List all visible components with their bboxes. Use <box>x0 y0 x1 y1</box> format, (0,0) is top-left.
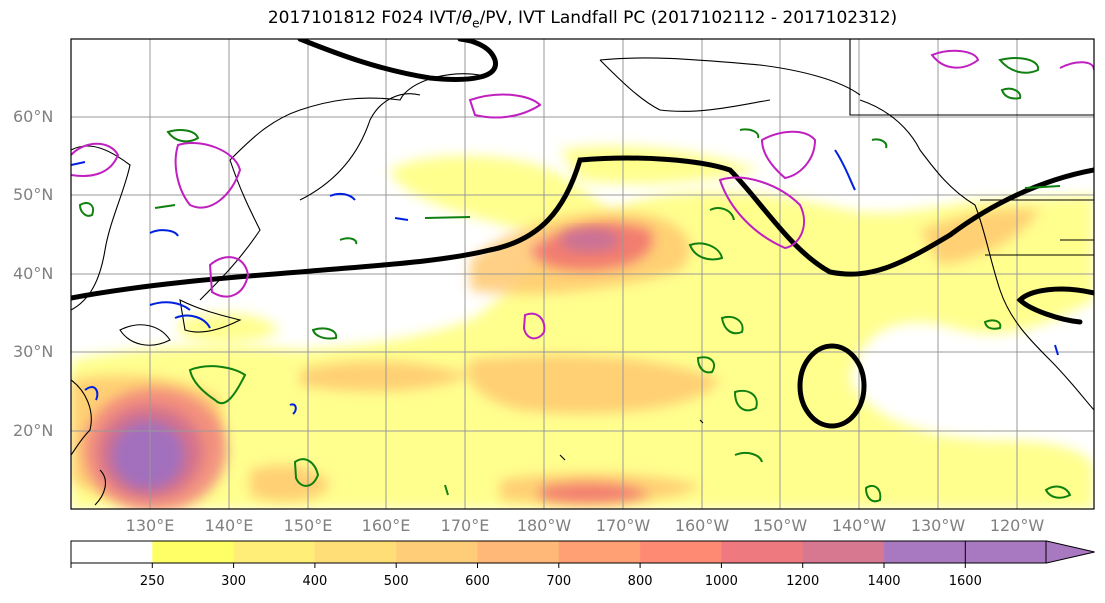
colorbar-tick-label: 700 <box>546 574 572 589</box>
coastlines <box>71 39 1094 506</box>
colorbar-segment <box>152 541 235 563</box>
lon-label: 150°E <box>283 516 333 535</box>
gridlines <box>71 39 1094 509</box>
theta-e-contours <box>71 149 1059 415</box>
colorbar-extend-arrow <box>964 540 1095 564</box>
colorbar-segments <box>71 540 1095 564</box>
colorbar-segment <box>233 541 316 563</box>
colorbar-segment <box>477 541 560 563</box>
colorbar-tick-label: 1400 <box>867 574 901 589</box>
colorbar-segment <box>558 541 641 563</box>
lon-label: 130°W <box>910 516 966 535</box>
lon-label: 140°W <box>831 516 887 535</box>
lon-label: 130°E <box>125 516 175 535</box>
lon-label: 120°W <box>989 516 1045 535</box>
colorbar-tick-label: 300 <box>221 574 247 589</box>
lat-label: 60°N <box>13 107 54 126</box>
colorbar-segment <box>884 541 966 563</box>
colorbar-tick-label: 800 <box>627 574 653 589</box>
lat-label: 50°N <box>13 185 54 204</box>
lat-label: 20°N <box>13 421 54 440</box>
colorbar-segment <box>396 541 478 563</box>
lat-label: 40°N <box>13 264 54 283</box>
pv-contours <box>71 49 1094 340</box>
lon-label: 180°W <box>516 516 572 535</box>
lon-label: 170°W <box>595 516 651 535</box>
colorbar-segment <box>802 541 885 563</box>
colorbar-segment <box>71 541 153 563</box>
colorbar-segment <box>721 541 804 563</box>
map-title: 2017101812 F024 IVT/θe/PV, IVT Landfall … <box>267 8 898 31</box>
colorbar-tick-label: 250 <box>139 574 165 589</box>
colorbar-tick-label: 1000 <box>704 574 738 589</box>
colorbar-tick-label: 400 <box>302 574 328 589</box>
landfall-contours <box>71 39 1094 429</box>
green-contours <box>78 57 1072 503</box>
lon-label: 170°E <box>440 516 490 535</box>
colorbar-segment <box>314 541 397 563</box>
lon-label: 160°E <box>361 516 411 535</box>
lon-label: 150°W <box>752 516 808 535</box>
lon-label: 160°W <box>674 516 730 535</box>
colorbar-tick-label: 600 <box>465 574 490 589</box>
lon-label: 140°E <box>204 516 254 535</box>
colorbar-tick-label: 1200 <box>786 574 820 589</box>
colorbar-segment <box>640 541 722 563</box>
colorbar-tick-label: 1600 <box>948 574 982 589</box>
colorbar-tick-label: 500 <box>383 574 409 589</box>
lat-label: 30°N <box>13 342 54 361</box>
